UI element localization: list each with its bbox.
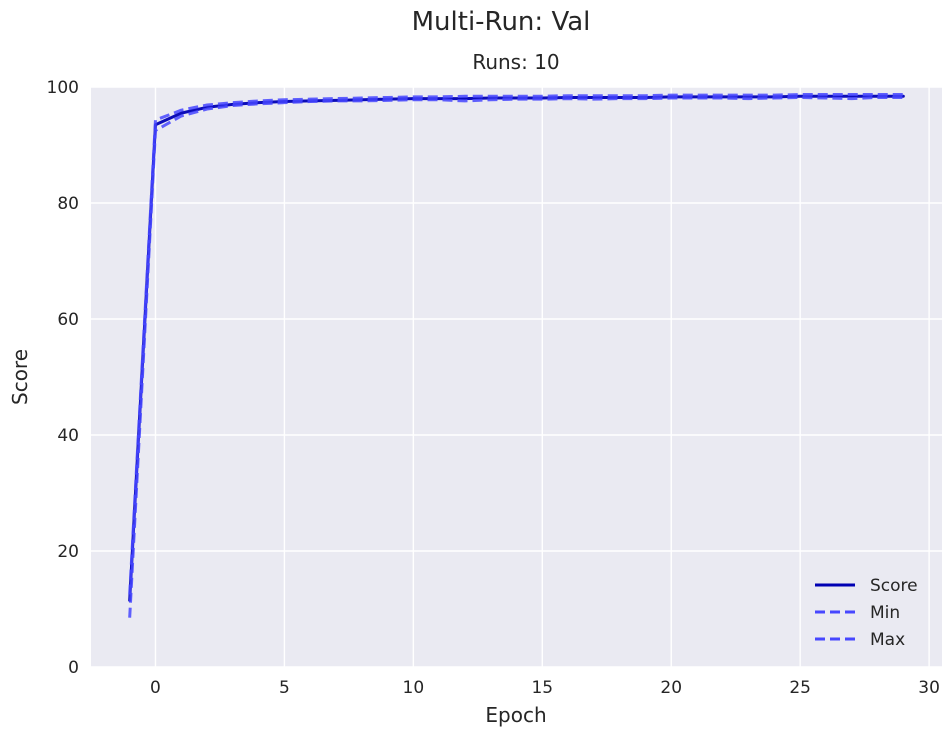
x-tick-label: 30: [918, 678, 940, 698]
x-tick-label: 0: [150, 678, 161, 698]
x-axis-label: Epoch: [485, 703, 546, 727]
x-tick-label: 10: [403, 678, 425, 698]
y-tick-label: 100: [47, 78, 79, 98]
chart-subtitle: Runs: 10: [472, 50, 559, 74]
grid-lines: [91, 86, 942, 668]
y-tick-label: 60: [57, 310, 79, 330]
x-tick-label: 25: [789, 678, 811, 698]
y-tick-label: 0: [68, 658, 79, 678]
y-tick-label: 40: [57, 426, 79, 446]
legend: Score Min Max: [815, 576, 918, 650]
legend-label-score: Score: [870, 576, 918, 596]
plot-background: [91, 87, 942, 667]
legend-label-min: Min: [870, 603, 900, 623]
legend-label-max: Max: [870, 630, 905, 650]
series-line-min: [128, 95, 904, 618]
tick-labels: 0 5 10 15 20 25 30 0 20 40 60 80 100: [47, 78, 940, 698]
x-tick-label: 15: [531, 678, 553, 698]
x-tick-label: 5: [279, 678, 290, 698]
series-lines: [128, 93, 905, 618]
chart-title: Multi-Run: Val: [412, 7, 591, 37]
y-tick-label: 80: [57, 194, 79, 214]
y-axis-label: Score: [8, 349, 32, 405]
y-tick-label: 20: [57, 542, 79, 562]
series-line-max: [128, 93, 904, 595]
x-tick-label: 20: [660, 678, 682, 698]
